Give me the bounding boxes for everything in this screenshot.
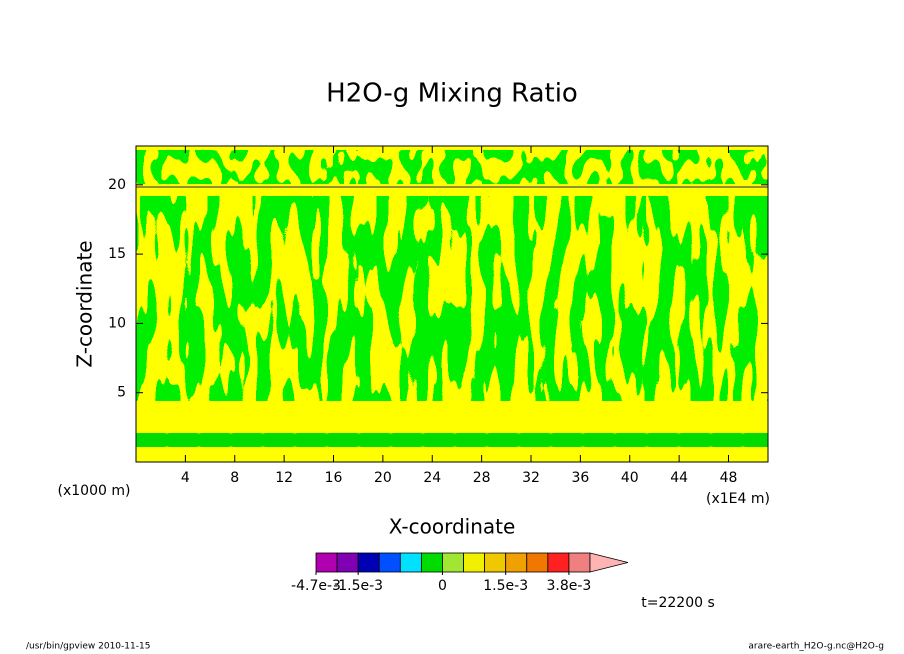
- colorbar-tick-label: -4.7e-3: [291, 578, 341, 594]
- colorbar-tick-label: -1.5e-3: [333, 578, 383, 594]
- x-unit-right: (x1E4 m): [706, 491, 770, 507]
- x-tick-label: 24: [423, 470, 441, 486]
- colorbar-box: [463, 552, 486, 573]
- x-tick-label: 32: [522, 470, 540, 486]
- x-tick-label: 36: [571, 470, 589, 486]
- y-axis-label: Z-coordinate: [73, 240, 97, 367]
- x-tick-label: 16: [325, 470, 343, 486]
- x-tick-label: 28: [473, 470, 491, 486]
- colorbar-box: [484, 552, 507, 573]
- y-tick-label: 15: [108, 246, 126, 262]
- chart-title: H2O-g Mixing Ratio: [326, 79, 578, 109]
- colorbar-box: [442, 552, 464, 573]
- colorbar-box: [336, 552, 359, 573]
- footer-right: arare-earth_H2O-g.nc@H2O-g: [748, 642, 884, 652]
- time-label: t=22200 s: [641, 595, 715, 611]
- colorbar-tick-label: 0: [438, 578, 447, 594]
- x-tick-label: 48: [720, 470, 738, 486]
- colorbar-box: [420, 552, 443, 573]
- contour-field: [136, 146, 768, 462]
- colorbar-box: [568, 552, 591, 573]
- x-tick-label: 4: [181, 470, 190, 486]
- y-tick-label: 20: [108, 177, 126, 193]
- x-unit-left: (x1000 m): [58, 483, 131, 499]
- y-tick-label: 5: [117, 385, 126, 401]
- colorbar-tick-label: 1.5e-3: [483, 578, 528, 594]
- colorbar-box: [378, 552, 401, 573]
- colorbar-box: [315, 552, 338, 573]
- colorbar-box: [505, 552, 528, 573]
- footer-left: /usr/bin/gpview 2010-11-15: [26, 642, 150, 652]
- x-tick-label: 12: [275, 470, 293, 486]
- colorbar-box: [526, 552, 549, 573]
- x-axis-label: X-coordinate: [389, 515, 516, 539]
- x-tick-label: 20: [374, 470, 392, 486]
- x-tick-label: 8: [230, 470, 239, 486]
- y-tick-label: 10: [108, 315, 126, 331]
- colorbar-triangle: [589, 552, 629, 573]
- x-tick-label: 40: [621, 470, 639, 486]
- colorbar-box: [547, 552, 570, 573]
- colorbar-tick-label: 3.8e-3: [547, 578, 592, 594]
- colorbar-box: [399, 552, 422, 573]
- plot-frame: [135, 145, 769, 463]
- x-tick-label: 44: [670, 470, 688, 486]
- colorbar-box: [357, 552, 380, 573]
